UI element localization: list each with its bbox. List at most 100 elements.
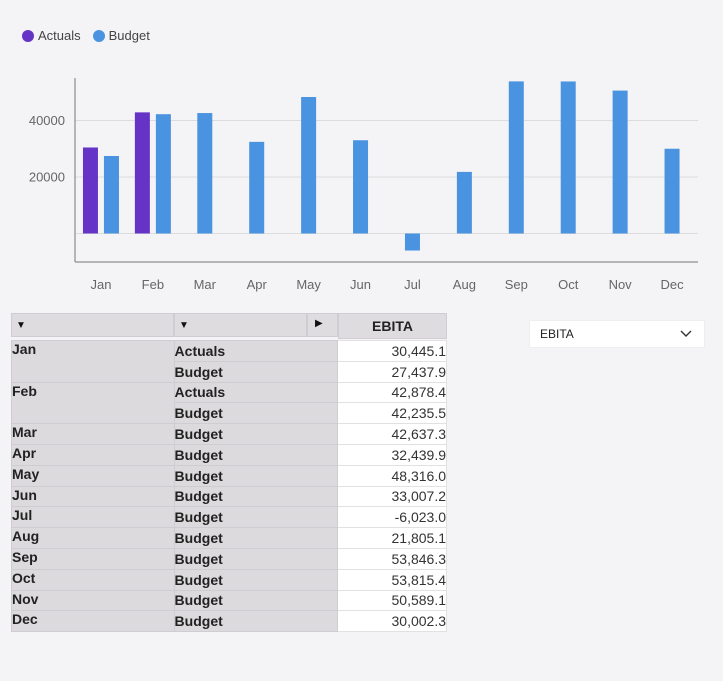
measure-dropdown[interactable]: EBITA <box>529 320 705 348</box>
measure-dropdown-value: EBITA <box>540 327 574 341</box>
bar-budget-may <box>301 97 317 234</box>
x-tick-label: Jan <box>90 277 111 292</box>
value-cell[interactable]: 42,878.4 <box>337 381 447 404</box>
dropdown-arrow-icon[interactable]: ▼ <box>16 320 26 331</box>
row-label-month[interactable]: Sep <box>11 547 175 570</box>
pivot-header: ▼ ▼ ▶ EBITA <box>11 313 447 339</box>
bar-budget-oct <box>560 81 576 234</box>
expand-right-icon[interactable]: ▶ <box>315 318 323 329</box>
legend-swatch-actuals <box>22 29 34 42</box>
chart-legend: Actuals Budget <box>22 28 150 43</box>
table-row: Apr Budget 32,439.9 <box>11 443 447 466</box>
x-tick-label: Dec <box>660 277 684 292</box>
x-tick-label: Jul <box>404 277 421 292</box>
x-tick-label: Jun <box>350 277 371 292</box>
row-label-scenario[interactable]: Budget <box>173 568 339 591</box>
value-cell[interactable]: 32,439.9 <box>337 443 447 466</box>
row-label-month[interactable]: Jan <box>11 340 175 383</box>
row-label-scenario[interactable]: Actuals <box>173 340 339 362</box>
table-row: Jan Actuals 30,445.1 <box>11 340 447 383</box>
value-cell[interactable]: 33,007.2 <box>337 485 447 508</box>
row-label-scenario[interactable]: Budget <box>173 589 339 612</box>
legend-item-actuals[interactable]: Actuals <box>22 28 81 43</box>
row-label-month[interactable]: Aug <box>11 527 175 549</box>
table-row: Aug Budget 21,805.1 <box>11 527 447 549</box>
bar-budget-nov <box>612 90 628 234</box>
value-cell[interactable]: 50,589.1 <box>337 589 447 612</box>
row-label-month[interactable]: Dec <box>11 610 175 633</box>
legend-label-budget: Budget <box>108 28 150 43</box>
bar-budget-sep <box>508 81 524 234</box>
value-cell[interactable]: 30,445.1 <box>337 340 447 362</box>
measure-header[interactable]: EBITA <box>338 313 447 339</box>
dropdown-arrow-icon[interactable]: ▼ <box>179 320 189 331</box>
x-tick-label: Aug <box>453 277 476 292</box>
row-label-month[interactable]: Feb <box>11 381 175 425</box>
bar-actuals-jan <box>82 147 98 234</box>
row-label-scenario[interactable]: Actuals <box>173 381 339 404</box>
x-tick-label: Oct <box>558 277 579 292</box>
table-row: Sep Budget 53,846.3 <box>11 547 447 570</box>
bar-budget-apr <box>249 141 265 234</box>
row-label-scenario[interactable]: Budget <box>173 443 339 466</box>
x-tick-label: May <box>296 277 321 292</box>
row-label-month[interactable]: Nov <box>11 589 175 612</box>
row-label-scenario[interactable]: Budget <box>173 402 339 425</box>
value-cell[interactable]: 21,805.1 <box>337 527 447 549</box>
bar-budget-aug <box>456 171 472 234</box>
row-label-scenario[interactable]: Budget <box>173 423 339 445</box>
x-tick-label: Mar <box>194 277 217 292</box>
legend-label-actuals: Actuals <box>38 28 81 43</box>
bar-budget-jan <box>103 155 119 234</box>
y-tick-label: 40000 <box>29 113 65 128</box>
bar-budget-dec <box>664 148 680 234</box>
bar-chart: 20000 40000 Jan Feb Mar Apr May Jun Jul Aug Sep Oct… <box>29 78 698 292</box>
row-label-scenario[interactable]: Budget <box>173 527 339 549</box>
value-cell[interactable]: 53,846.3 <box>337 547 447 570</box>
row-label-month[interactable]: Jul <box>11 506 175 529</box>
table-row: May Budget 48,316.0 <box>11 464 447 487</box>
pivot-table: ▼ ▼ ▶ EBITA Jan Actuals 30,445.1 Budget 27,4… <box>11 313 447 633</box>
column-expand-header[interactable]: ▶ <box>307 313 338 337</box>
row-header-month[interactable]: ▼ <box>11 313 174 337</box>
x-tick-label: Nov <box>609 277 633 292</box>
value-cell[interactable]: 53,815.4 <box>337 568 447 591</box>
row-label-scenario[interactable]: Budget <box>173 547 339 570</box>
legend-swatch-budget <box>92 29 105 42</box>
row-header-scenario[interactable]: ▼ <box>174 313 307 337</box>
row-label-month[interactable]: Mar <box>11 423 175 445</box>
table-row: Oct Budget 53,815.4 <box>11 568 447 591</box>
table-row: Jun Budget 33,007.2 <box>11 485 447 508</box>
value-cell[interactable]: -6,023.0 <box>337 506 447 529</box>
bar-budget-jul <box>404 233 420 251</box>
legend-item-budget[interactable]: Budget <box>92 28 150 43</box>
table-row: Jul Budget -6,023.0 <box>11 506 447 529</box>
row-label-scenario[interactable]: Budget <box>173 485 339 508</box>
x-tick-label: Feb <box>142 277 164 292</box>
value-cell[interactable]: 42,637.3 <box>337 423 447 445</box>
pivot-grid: Jan Actuals 30,445.1 Budget 27,437.9 Feb Actua… <box>11 340 447 633</box>
row-label-month[interactable]: May <box>11 464 175 487</box>
value-cell[interactable]: 30,002.3 <box>337 610 447 633</box>
table-row: Dec Budget 30,002.3 <box>11 610 447 633</box>
value-cell[interactable]: 27,437.9 <box>337 360 447 383</box>
value-cell[interactable]: 48,316.0 <box>337 464 447 487</box>
table-row: Nov Budget 50,589.1 <box>11 589 447 612</box>
row-label-month[interactable]: Oct <box>11 568 175 591</box>
x-tick-label: Sep <box>505 277 528 292</box>
table-row: Mar Budget 42,637.3 <box>11 423 447 445</box>
bar-budget-feb <box>155 114 171 234</box>
row-label-month[interactable]: Apr <box>11 443 175 466</box>
row-label-scenario[interactable]: Budget <box>173 464 339 487</box>
row-label-month[interactable]: Jun <box>11 485 175 508</box>
table-row: Feb Actuals 42,878.4 <box>11 381 447 425</box>
bar-budget-jun <box>353 140 369 234</box>
row-label-scenario[interactable]: Budget <box>173 360 339 383</box>
value-cell[interactable]: 42,235.5 <box>337 402 447 425</box>
table-row: Budget 42,235.5 <box>12 402 447 425</box>
y-tick-label: 20000 <box>29 170 65 185</box>
row-label-scenario[interactable]: Budget <box>173 506 339 529</box>
chevron-down-icon <box>680 330 692 337</box>
row-label-scenario[interactable]: Budget <box>173 610 339 633</box>
bar-budget-mar <box>197 113 213 234</box>
